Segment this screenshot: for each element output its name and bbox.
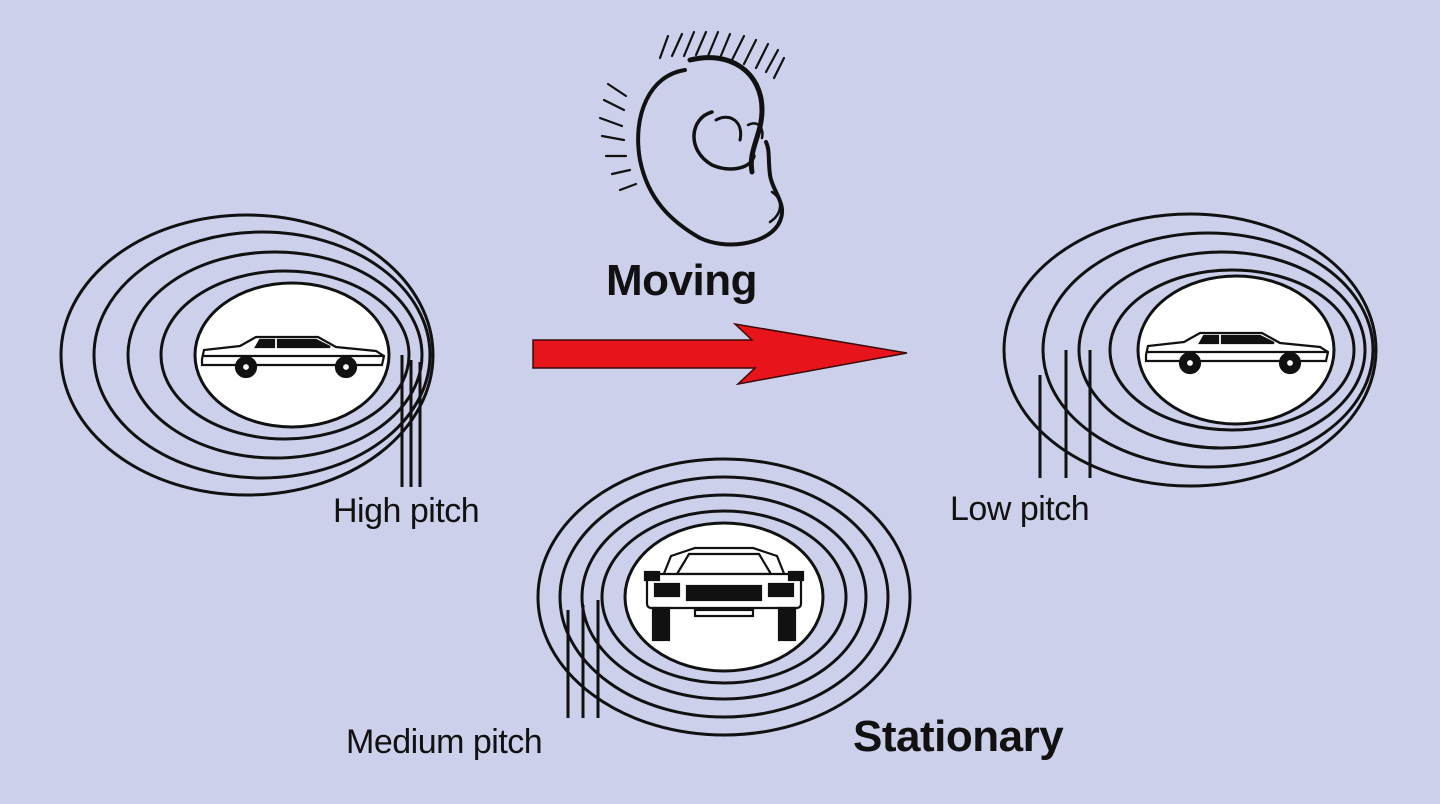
car-icon bbox=[1144, 331, 1330, 375]
high-pitch-sound-waves bbox=[59, 213, 435, 497]
car-icon bbox=[200, 335, 386, 379]
low-pitch-sound-waves bbox=[1002, 212, 1378, 488]
stationary-label: Stationary bbox=[853, 712, 1064, 761]
ear-icon bbox=[598, 30, 786, 247]
medium-pitch-label: Medium pitch bbox=[346, 723, 543, 761]
high-pitch-label: High pitch bbox=[333, 492, 480, 530]
car-icon bbox=[643, 546, 805, 642]
arrow-right-icon bbox=[532, 322, 908, 386]
moving-label: Moving bbox=[606, 256, 757, 305]
medium-pitch-sound-waves bbox=[536, 457, 912, 737]
low-pitch-label: Low pitch bbox=[950, 490, 1090, 528]
